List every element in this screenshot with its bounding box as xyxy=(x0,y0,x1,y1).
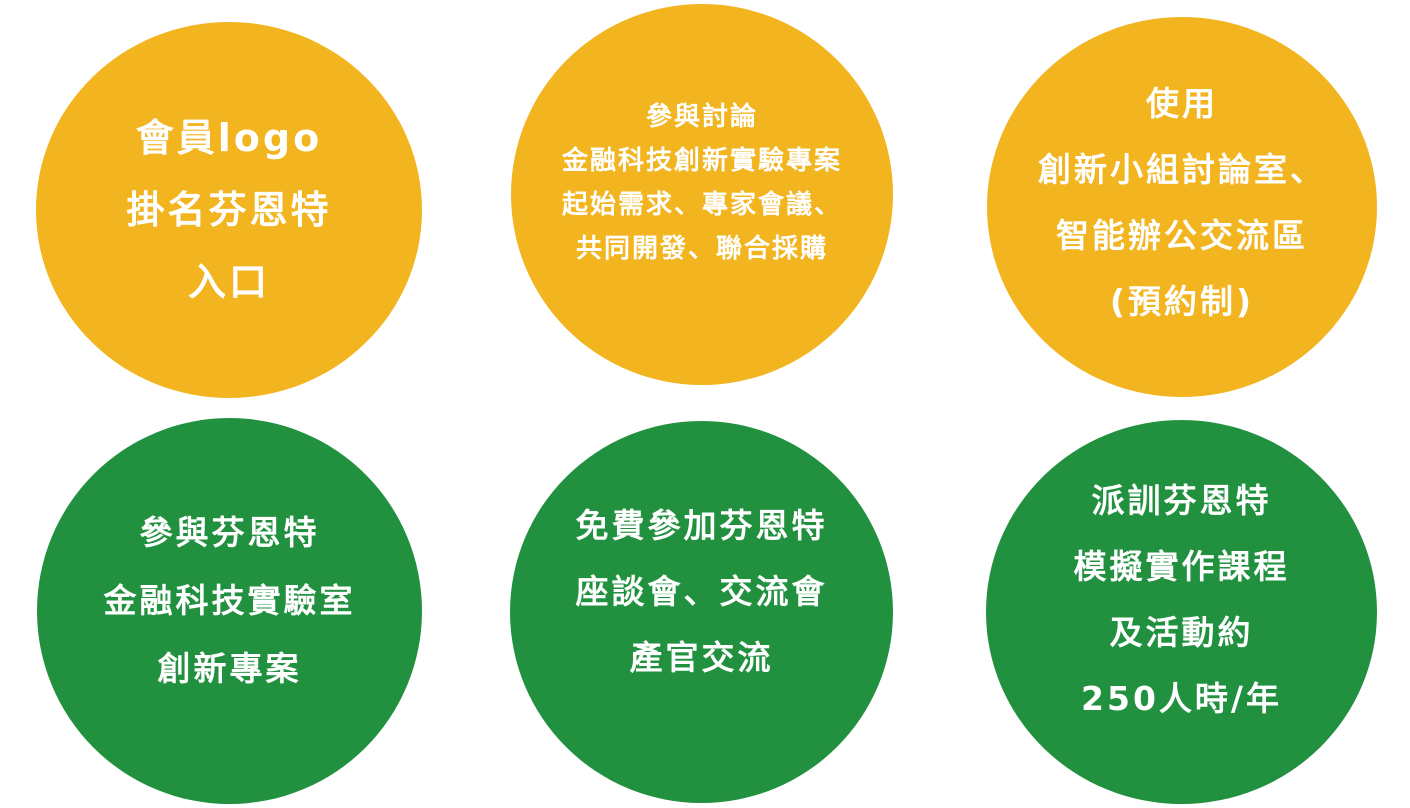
benefit-text-line: 創新小組討論室、 xyxy=(1038,150,1326,189)
benefit-text-line: 起始需求、專家會議、 xyxy=(561,189,842,220)
benefit-text-line: 掛名芬恩特 xyxy=(126,188,332,232)
benefit-text-line: 會員logo xyxy=(135,116,323,160)
benefit-circle-room-usage: 使用 創新小組討論室、 智能辦公交流區 (預約制) xyxy=(987,17,1377,397)
benefit-circle-training: 派訓芬恩特 模擬實作課程 及活動約 250人時/年 xyxy=(986,420,1377,804)
benefit-text-line: 免費參加芬恩特 xyxy=(575,506,828,545)
benefit-text-line: 金融科技創新實驗專案 xyxy=(561,145,842,176)
benefit-circle-member-logo: 會員logo 掛名芬恩特 入口 xyxy=(36,22,422,398)
benefit-text-line: 金融科技實驗室 xyxy=(103,581,356,620)
benefit-text-line: 250人時/年 xyxy=(1081,679,1282,718)
benefit-text-line: 入口 xyxy=(187,260,270,304)
benefit-text-line: (預約制) xyxy=(1109,282,1255,321)
benefit-text-line: 派訓芬恩特 xyxy=(1091,481,1272,520)
benefit-text-line: 參與芬恩特 xyxy=(139,513,320,552)
benefit-text-line: 參與討論 xyxy=(645,101,758,132)
benefit-text-line: 創新專案 xyxy=(157,649,302,688)
benefit-text-line: 產官交流 xyxy=(629,638,774,677)
benefit-text-line: 智能辦公交流區 xyxy=(1056,216,1308,255)
benefit-text-line: 共同開發、聯合採購 xyxy=(575,233,828,264)
benefit-text-line: 及活動約 xyxy=(1109,613,1254,652)
benefit-text-line: 座談會、交流會 xyxy=(575,572,828,611)
benefit-text-line: 模擬實作課程 xyxy=(1073,547,1290,586)
benefit-circle-discussion: 參與討論 金融科技創新實驗專案 起始需求、專家會議、 共同開發、聯合採購 xyxy=(511,4,893,385)
benefit-text-line: 使用 xyxy=(1146,84,1218,123)
benefit-circle-seminars: 免費參加芬恩特 座談會、交流會 產官交流 xyxy=(510,421,893,803)
benefit-circle-lab-projects: 參與芬恩特 金融科技實驗室 創新專案 xyxy=(37,418,422,804)
